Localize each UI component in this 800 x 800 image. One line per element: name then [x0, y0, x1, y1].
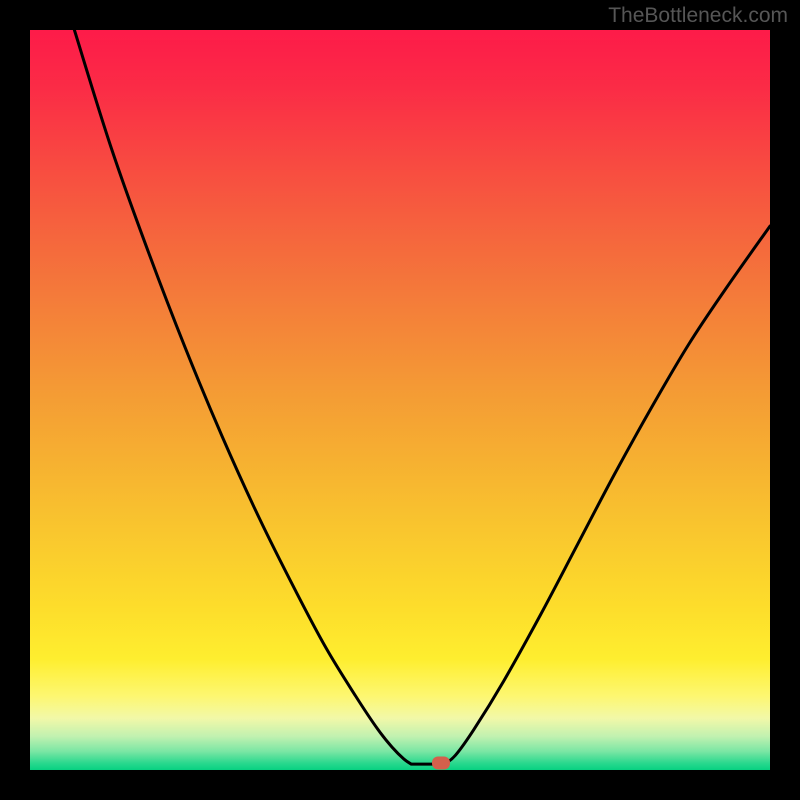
bottleneck-marker: [432, 757, 450, 770]
watermark-text: TheBottleneck.com: [608, 4, 788, 28]
bottleneck-curve: [30, 30, 770, 770]
plot-area: [30, 30, 770, 770]
